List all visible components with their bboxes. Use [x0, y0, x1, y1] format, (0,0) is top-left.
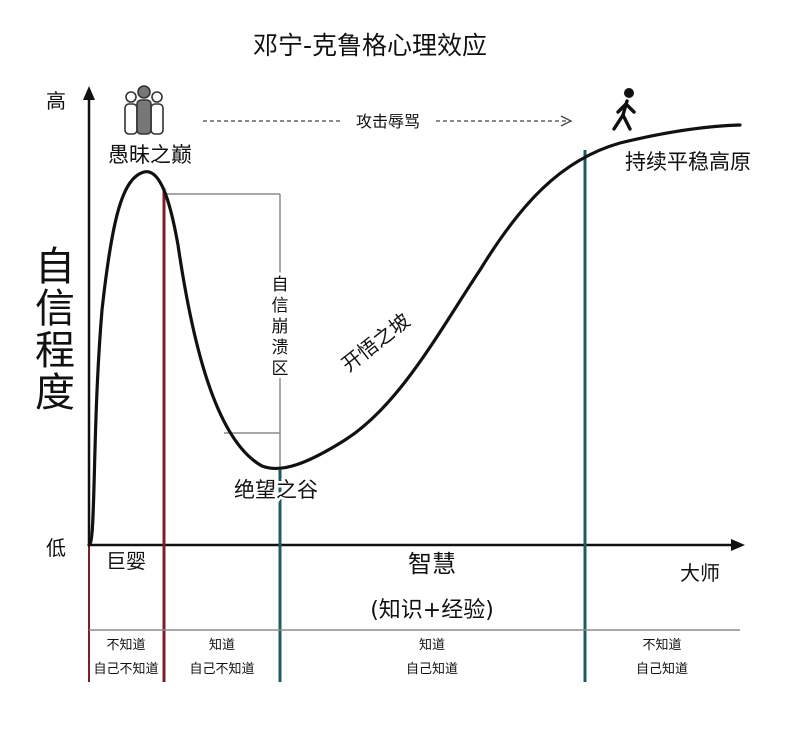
stage-2-line2: 自己不知道	[189, 661, 254, 677]
attack-arrow-label: 攻击辱骂	[356, 112, 420, 131]
plateau-label: 持续平稳高原	[625, 150, 751, 174]
stage-1-line2: 自己不知道	[93, 661, 158, 677]
stage-3-line1: 知道	[419, 637, 445, 653]
stage-labels: 不知道 自己不知道 知道 自己不知道 知道 自己知道 不知道 自己知道	[93, 637, 688, 677]
slope-label: 开悟之坡	[337, 308, 415, 376]
y-axis	[83, 86, 95, 545]
y-axis-label: 自 信 程 度	[35, 244, 75, 416]
x-axis-end-label: 大师	[680, 561, 720, 585]
y-axis-label-char: 自	[35, 244, 75, 290]
group-people-icon	[124, 85, 164, 135]
collapse-zone-char: 信	[272, 296, 289, 316]
collapse-zone-label: 自 信 崩 溃 区	[269, 272, 292, 382]
collapse-zone-char: 溃	[272, 338, 289, 358]
x-axis-label: 智慧	[408, 550, 456, 578]
stage-3-line2: 自己知道	[406, 661, 458, 677]
collapse-zone-char: 区	[272, 359, 289, 379]
collapse-zone-char: 自	[272, 275, 289, 295]
attack-arrow	[203, 115, 573, 127]
stage-2-line1: 知道	[209, 637, 235, 653]
stage-1-line1: 不知道	[106, 637, 145, 653]
y-axis-label-char: 程	[35, 328, 75, 374]
confidence-curve	[87, 123, 742, 547]
x-axis	[89, 539, 745, 551]
stage-4-line2: 自己知道	[636, 661, 688, 677]
collapse-zone-bracket	[164, 193, 281, 470]
walking-person-icon	[612, 88, 636, 131]
peak-label: 愚昧之巅	[108, 143, 192, 167]
diagram-title: 邓宁-克鲁格心理效应	[253, 31, 487, 60]
valley-label: 绝望之谷	[234, 478, 318, 502]
y-axis-label-char: 度	[35, 370, 75, 416]
stage-4-line1: 不知道	[642, 637, 681, 653]
infant-label: 巨婴	[106, 549, 146, 573]
y-axis-high-label: 高	[46, 89, 66, 113]
collapse-zone-char: 崩	[272, 317, 289, 337]
x-axis-sublabel: (知识+经验)	[370, 598, 494, 623]
y-axis-label-char: 信	[35, 286, 75, 332]
y-axis-low-label: 低	[46, 536, 66, 560]
